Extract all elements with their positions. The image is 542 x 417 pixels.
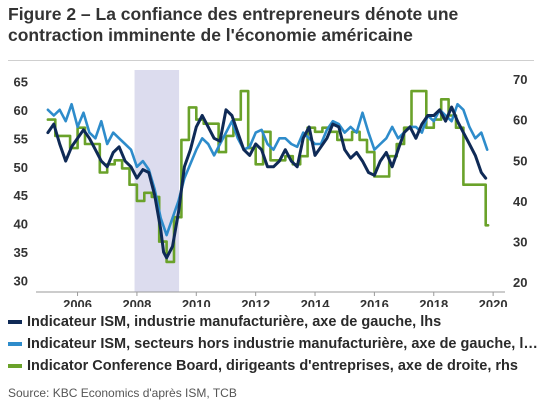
series-line-ism-manufacturing	[46, 105, 488, 260]
x-tick-label: 2012	[241, 297, 270, 307]
chart-source: Source: KBC Economics d'après ISM, TCB	[8, 386, 237, 400]
legend-label: Indicateur ISM, industrie manufacturière…	[27, 314, 442, 330]
y-right-tick-label: 60	[513, 113, 527, 128]
x-tick-label: 2006	[63, 297, 92, 307]
title-divider	[8, 60, 534, 61]
legend-swatch	[8, 320, 22, 324]
series-line-ism-non-manufacturing	[46, 102, 489, 237]
legend-item-ism-manufacturing: Indicateur ISM, industrie manufacturière…	[8, 311, 538, 333]
legend-item-conference-board: Indicator Conference Board, dirigeants d…	[8, 355, 538, 377]
y-left-tick-label: 45	[14, 188, 28, 203]
line-chart: 2006 2008 2010 2012 2014 2016 2018 2020 30 35 40 45…	[14, 70, 527, 307]
x-tick-label: 2018	[419, 297, 448, 307]
y-right-tick-label: 50	[513, 153, 527, 168]
y-right-tick-label: 30	[513, 235, 527, 250]
chart-title: Figure 2 – La confiance des entrepreneur…	[8, 4, 459, 45]
legend-swatch	[8, 342, 22, 346]
legend-label: Indicator Conference Board, dirigeants d…	[27, 358, 518, 374]
legend-item-ism-non-manufacturing: Indicateur ISM, secteurs hors industrie …	[8, 333, 538, 355]
x-tick-label: 2010	[182, 297, 211, 307]
y-left-tick-label: 60	[14, 103, 28, 118]
x-tick-label: 2014	[301, 297, 331, 307]
y-right-tick-label: 40	[513, 194, 527, 209]
recession-band	[134, 70, 180, 292]
x-tick-label: 2016	[360, 297, 389, 307]
y-left-tick-label: 65	[14, 74, 28, 89]
chart-legend: Indicateur ISM, industrie manufacturière…	[8, 311, 538, 377]
legend-label: Indicateur ISM, secteurs hors industrie …	[27, 336, 538, 352]
y-left-tick-label: 40	[14, 217, 28, 232]
y-left-tick-label: 35	[14, 245, 28, 260]
x-tick-label: 2008	[122, 297, 151, 307]
y-right-tick-label: 70	[513, 72, 527, 87]
y-right-tick-label: 20	[513, 275, 527, 290]
y-left-tick-label: 30	[14, 274, 28, 289]
x-tick-label: 2020	[479, 297, 508, 307]
legend-swatch	[8, 364, 22, 368]
series-line-conference-board	[46, 89, 490, 264]
y-left-tick-label: 55	[14, 131, 28, 146]
y-left-tick-label: 50	[14, 160, 28, 175]
